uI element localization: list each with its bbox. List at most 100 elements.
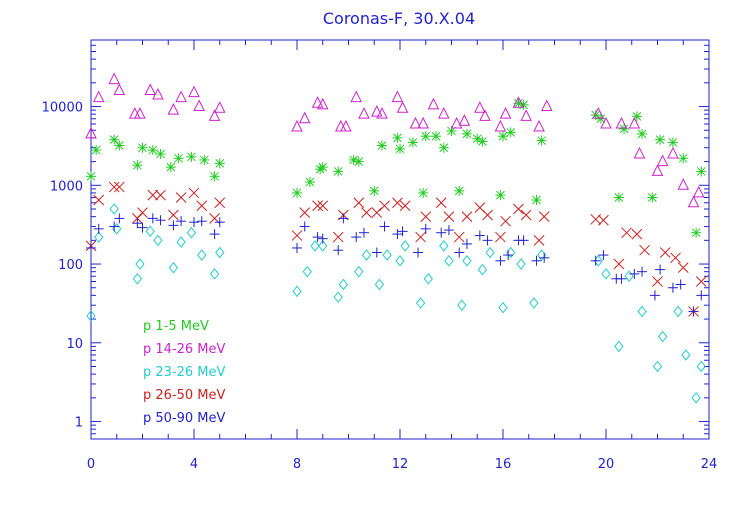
data-point	[435, 197, 447, 209]
data-point	[134, 107, 146, 119]
series-plus	[86, 213, 707, 317]
data-point	[215, 246, 225, 259]
data-point	[639, 244, 650, 256]
data-point	[310, 240, 320, 252]
data-point	[667, 137, 678, 148]
data-point	[600, 116, 612, 129]
data-point	[94, 231, 104, 243]
data-point	[392, 197, 403, 209]
data-point	[533, 234, 545, 246]
data-point	[613, 192, 624, 203]
data-point	[651, 164, 664, 176]
data-point	[688, 306, 699, 317]
series-layer	[85, 72, 707, 404]
y-axis: 1 10 100 1000 10000	[42, 39, 709, 435]
data-point	[213, 101, 226, 113]
data-point	[443, 225, 454, 236]
x-tick-label: 8	[293, 457, 301, 472]
data-point	[423, 272, 433, 285]
data-point	[615, 116, 628, 129]
data-point	[214, 158, 225, 169]
data-point	[503, 250, 514, 261]
data-point	[437, 107, 450, 119]
data-point	[351, 232, 362, 243]
data-point	[621, 227, 632, 239]
data-point	[137, 222, 148, 233]
data-point	[153, 234, 163, 247]
data-point	[350, 90, 363, 103]
legend-entry: p 26-50 MeV	[143, 388, 226, 403]
data-point	[199, 154, 210, 165]
data-point	[92, 90, 105, 103]
data-point	[485, 246, 495, 259]
data-point	[188, 187, 200, 199]
data-point	[637, 305, 647, 318]
data-point	[529, 297, 539, 309]
data-point	[619, 123, 630, 134]
data-point	[438, 142, 449, 153]
data-point	[444, 254, 454, 267]
data-point	[376, 107, 388, 119]
data-point	[453, 231, 465, 243]
x-tick-label: 16	[495, 457, 512, 472]
chart-title: Coronas-F, 30.X.04	[323, 9, 475, 28]
data-point	[495, 231, 506, 243]
data-point	[299, 221, 310, 232]
data-point	[193, 99, 205, 112]
data-point	[691, 392, 701, 404]
legend-entry: p 50-90 MeV	[143, 411, 226, 426]
data-point	[413, 247, 424, 258]
data-point	[382, 249, 392, 261]
data-point	[189, 217, 199, 228]
legend: p 1-5 MeV p 14-26 MeV p 23-26 MeV p 26-50 M…	[143, 319, 226, 426]
data-point	[109, 134, 120, 145]
data-point	[628, 116, 641, 129]
data-point	[479, 109, 491, 121]
x-axis: 0 4 8 12 16 20 24	[87, 40, 717, 472]
data-point	[108, 181, 120, 193]
data-point	[376, 140, 387, 151]
data-point	[655, 134, 666, 145]
data-point	[531, 195, 542, 206]
data-point	[93, 223, 104, 234]
data-point	[477, 136, 488, 147]
data-point	[670, 252, 681, 264]
data-point	[400, 240, 410, 252]
data-point	[417, 116, 429, 129]
data-point	[358, 227, 369, 238]
data-point	[113, 181, 125, 193]
data-point	[482, 235, 493, 246]
data-point	[371, 247, 382, 258]
data-point	[132, 218, 143, 229]
data-point	[494, 119, 507, 132]
data-point	[338, 213, 349, 224]
data-point	[197, 249, 207, 261]
data-point	[168, 220, 179, 231]
data-point	[495, 255, 506, 266]
data-point	[614, 340, 624, 353]
data-point	[109, 221, 120, 232]
data-point	[675, 279, 686, 290]
data-point	[155, 215, 166, 226]
data-point	[418, 187, 429, 198]
data-point	[687, 195, 700, 208]
legend-entry: p 23-26 MeV	[143, 365, 226, 380]
data-point	[629, 268, 640, 279]
data-point	[361, 249, 372, 261]
data-point	[461, 128, 472, 139]
data-point	[667, 146, 679, 159]
data-point	[292, 285, 302, 298]
data-point	[415, 297, 426, 309]
data-point	[91, 145, 102, 156]
data-point	[85, 126, 97, 139]
data-point	[168, 209, 179, 221]
data-point	[656, 154, 669, 167]
data-point	[165, 162, 176, 173]
data-point	[647, 192, 658, 203]
data-point	[358, 107, 370, 119]
data-point	[145, 225, 155, 238]
data-point	[598, 214, 609, 226]
x-tick-label: 4	[190, 457, 198, 472]
data-point	[109, 203, 119, 215]
